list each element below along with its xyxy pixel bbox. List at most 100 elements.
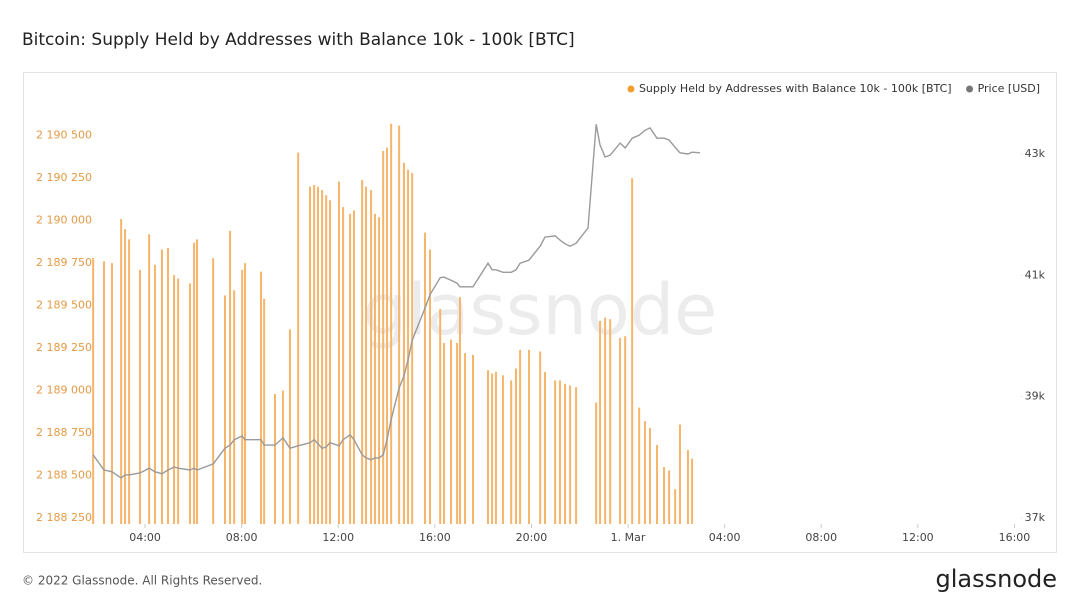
- bar: [120, 218, 123, 524]
- bar: [539, 351, 542, 524]
- bar: [514, 368, 517, 524]
- bar: [233, 290, 236, 524]
- legend-label: Price [USD]: [978, 82, 1040, 95]
- plot: 2 188 250 2 188 500 2 188 750 2 189 000 2 18…: [36, 82, 1046, 544]
- legend-label: Supply Held by Addresses with Balance 10…: [639, 82, 952, 95]
- bar: [643, 421, 646, 524]
- bar: [370, 190, 373, 525]
- bar: [599, 320, 602, 524]
- logo: glassnode: [935, 565, 1057, 593]
- bar: [309, 186, 312, 524]
- y-tick-label: 2 189 500: [36, 299, 92, 312]
- bar: [281, 390, 284, 524]
- bar: [528, 349, 531, 524]
- bar: [686, 450, 689, 524]
- bar: [153, 264, 156, 524]
- chart-title: Bitcoin: Supply Held by Addresses with B…: [22, 30, 575, 50]
- bar: [188, 283, 191, 524]
- x-tick-label: 08:00: [226, 531, 258, 544]
- y-tick-label: 2 188 250: [36, 511, 92, 524]
- bar: [337, 181, 340, 524]
- bar: [259, 271, 262, 524]
- bar: [595, 402, 598, 524]
- bar: [386, 147, 389, 524]
- bar: [464, 353, 467, 524]
- bar: [138, 269, 141, 524]
- bar: [569, 385, 572, 524]
- bar: [668, 470, 671, 524]
- x-tick-label: 08:00: [805, 531, 837, 544]
- y-tick-label: 2 189 750: [36, 256, 92, 269]
- bar: [288, 329, 291, 524]
- bar: [443, 343, 446, 524]
- bar: [173, 275, 176, 524]
- bar: [342, 207, 345, 524]
- bar: [177, 278, 180, 524]
- bar: [365, 186, 368, 524]
- bar: [193, 242, 196, 524]
- y2-tick-label: 37k: [1025, 511, 1046, 524]
- x-tick-label: 12:00: [322, 531, 354, 544]
- y-tick-label: 2 188 750: [36, 426, 92, 439]
- bar: [691, 458, 694, 524]
- bar: [501, 375, 504, 524]
- bar: [407, 169, 410, 524]
- bar: [349, 213, 352, 524]
- bar: [212, 258, 215, 524]
- x-tick-label: 04:00: [129, 531, 161, 544]
- y2-tick-label: 41k: [1025, 268, 1046, 281]
- footer: © 2022 Glassnode. All Rights Reserved.: [22, 574, 262, 588]
- y2-tick-label: 43k: [1025, 147, 1046, 160]
- bar: [575, 387, 578, 524]
- bar: [325, 195, 328, 525]
- bar: [167, 247, 170, 524]
- x-tick-label: 16:00: [419, 531, 451, 544]
- bar: [486, 370, 489, 524]
- bar: [429, 249, 432, 524]
- bar: [103, 261, 106, 524]
- bar: [329, 200, 332, 524]
- bar: [390, 123, 393, 525]
- x-tick-label: 04:00: [709, 531, 741, 544]
- bar: [656, 444, 659, 524]
- bar: [263, 298, 266, 524]
- bar: [398, 125, 401, 525]
- bar: [510, 380, 513, 524]
- bar: [631, 178, 634, 524]
- bar: [128, 239, 131, 524]
- bar: [638, 407, 641, 524]
- bar: [124, 229, 127, 525]
- bar: [229, 230, 232, 525]
- bar: [361, 179, 364, 524]
- bar: [554, 380, 557, 524]
- bar: [313, 184, 316, 524]
- legend-marker: [627, 85, 635, 93]
- bar: [604, 317, 607, 524]
- bar: [564, 383, 567, 524]
- watermark: glassnode: [363, 269, 717, 351]
- bar: [195, 239, 198, 524]
- bar: [423, 232, 426, 524]
- bar: [321, 190, 324, 525]
- bar: [241, 269, 244, 524]
- bar: [619, 337, 622, 524]
- bar: [411, 173, 414, 524]
- bar: [494, 371, 497, 524]
- bar: [378, 217, 381, 524]
- bar: [558, 380, 561, 524]
- bar: [458, 297, 461, 524]
- y-tick-label: 2 190 000: [36, 214, 92, 227]
- bar: [649, 427, 652, 524]
- y-tick-label: 2 189 000: [36, 384, 92, 397]
- bar: [491, 373, 494, 524]
- bar: [273, 393, 276, 524]
- chart-panel: [23, 72, 1057, 553]
- bar: [223, 295, 226, 524]
- bar: [609, 319, 612, 524]
- price-line: [92, 124, 701, 479]
- bar: [456, 343, 459, 524]
- bar: [160, 249, 163, 524]
- bar: [519, 349, 522, 524]
- y-tick-label: 2 188 500: [36, 469, 92, 482]
